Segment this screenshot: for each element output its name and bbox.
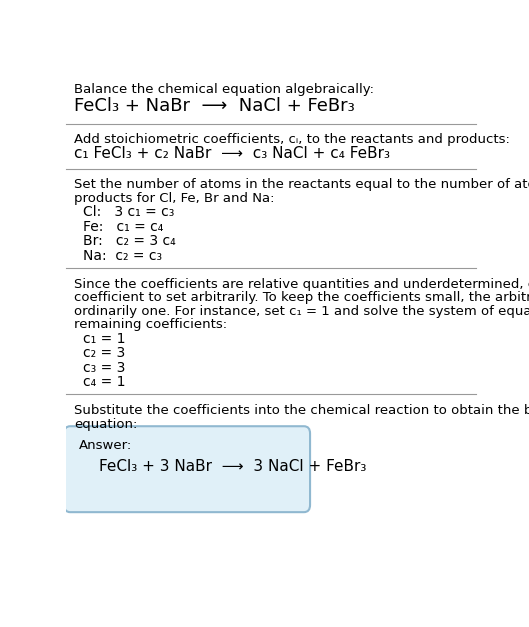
Text: coefficient to set arbitrarily. To keep the coefficients small, the arbitrary va: coefficient to set arbitrarily. To keep … [74,291,529,304]
Text: remaining coefficients:: remaining coefficients: [74,318,227,331]
Text: Balance the chemical equation algebraically:: Balance the chemical equation algebraica… [74,83,375,97]
Text: c₁ = 1: c₁ = 1 [83,332,125,345]
Text: ordinarily one. For instance, set c₁ = 1 and solve the system of equations for t: ordinarily one. For instance, set c₁ = 1… [74,305,529,317]
Text: Since the coefficients are relative quantities and underdetermined, choose a: Since the coefficients are relative quan… [74,278,529,290]
Text: Substitute the coefficients into the chemical reaction to obtain the balanced: Substitute the coefficients into the che… [74,404,529,417]
Text: c₄ = 1: c₄ = 1 [83,375,125,389]
Text: equation:: equation: [74,418,138,431]
Text: products for Cl, Fe, Br and Na:: products for Cl, Fe, Br and Na: [74,192,275,204]
Text: Add stoichiometric coefficients, cᵢ, to the reactants and products:: Add stoichiometric coefficients, cᵢ, to … [74,133,510,145]
FancyBboxPatch shape [64,426,310,512]
Text: c₃ = 3: c₃ = 3 [83,361,125,374]
Text: Cl:   3 c₁ = c₃: Cl: 3 c₁ = c₃ [83,205,174,219]
Text: Fe:   c₁ = c₄: Fe: c₁ = c₄ [83,219,163,234]
Text: Br:   c₂ = 3 c₄: Br: c₂ = 3 c₄ [83,234,175,248]
Text: Na:  c₂ = c₃: Na: c₂ = c₃ [83,248,162,263]
Text: Answer:: Answer: [78,440,132,452]
Text: c₁ FeCl₃ + c₂ NaBr  ⟶  c₃ NaCl + c₄ FeBr₃: c₁ FeCl₃ + c₂ NaBr ⟶ c₃ NaCl + c₄ FeBr₃ [74,146,390,161]
Text: FeCl₃ + NaBr  ⟶  NaCl + FeBr₃: FeCl₃ + NaBr ⟶ NaCl + FeBr₃ [74,97,355,115]
Text: Set the number of atoms in the reactants equal to the number of atoms in the: Set the number of atoms in the reactants… [74,178,529,191]
Text: FeCl₃ + 3 NaBr  ⟶  3 NaCl + FeBr₃: FeCl₃ + 3 NaBr ⟶ 3 NaCl + FeBr₃ [99,458,366,473]
Text: c₂ = 3: c₂ = 3 [83,346,125,360]
